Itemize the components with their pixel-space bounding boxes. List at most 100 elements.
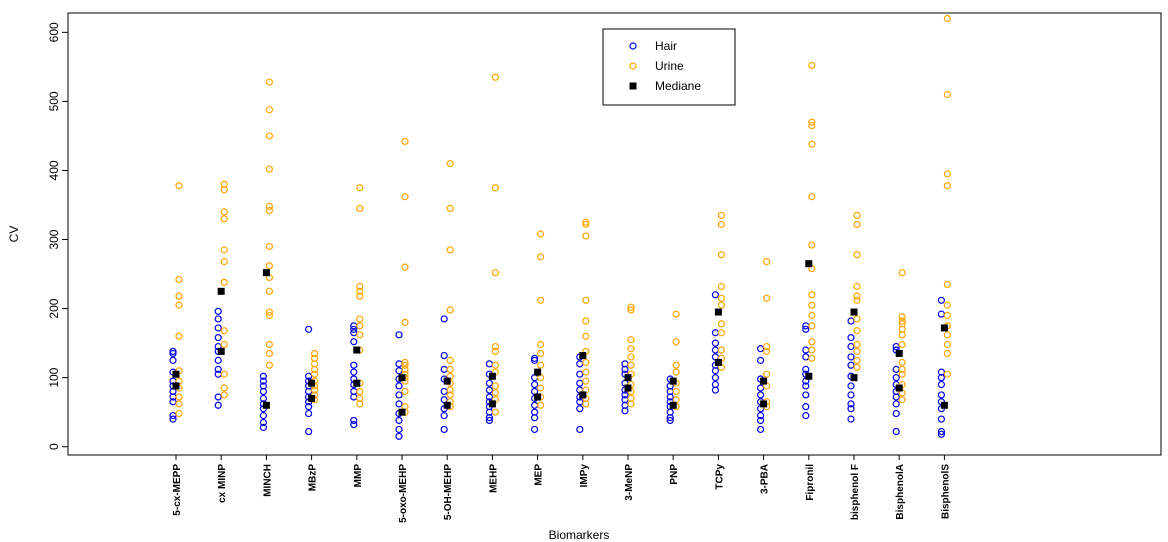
hair-point	[576, 425, 584, 434]
urine-point	[762, 342, 771, 351]
hair-point	[530, 356, 539, 364]
urine-point	[536, 361, 545, 369]
hair-point	[892, 342, 900, 351]
urine-point	[265, 311, 273, 320]
urine-point	[265, 287, 273, 295]
hair-point	[305, 372, 313, 380]
urine-point	[808, 354, 816, 362]
median-point	[579, 352, 587, 360]
urine-point	[175, 275, 183, 284]
urine-point	[808, 61, 816, 70]
urine-point	[582, 296, 590, 304]
urine-point	[356, 322, 364, 330]
hair-point	[621, 391, 629, 399]
hair-point	[802, 325, 810, 333]
hair-point	[350, 416, 358, 425]
median-point	[262, 401, 270, 409]
urine-point	[265, 349, 273, 358]
urine-point	[808, 322, 816, 330]
plot-frame	[67, 12, 1162, 456]
urine-point	[898, 269, 906, 277]
hair-point	[169, 412, 177, 420]
series-mediane	[172, 260, 948, 416]
median-point	[262, 269, 270, 277]
urine-point	[265, 132, 273, 140]
median-point	[850, 308, 858, 316]
legend-label-mediane: Mediane	[655, 79, 701, 93]
hair-point	[214, 393, 222, 401]
urine-point	[220, 278, 228, 286]
median-point	[308, 394, 316, 402]
hair-point	[440, 315, 448, 323]
urine-point	[853, 251, 861, 259]
x-tick-label: MEP	[534, 464, 545, 486]
urine-point	[943, 182, 952, 190]
hair-point	[259, 377, 267, 385]
median-point	[353, 379, 361, 387]
hair-point	[756, 345, 765, 353]
urine-point	[220, 258, 228, 266]
hair-point	[169, 398, 177, 406]
urine-point	[265, 262, 273, 270]
urine-point	[582, 218, 590, 226]
hair-point	[214, 324, 222, 332]
hair-point	[440, 387, 448, 396]
y-tick-label: 600	[47, 22, 61, 42]
hair-point	[711, 329, 720, 337]
urine-point	[265, 165, 273, 173]
hair-point	[847, 342, 855, 351]
hair-point	[937, 427, 946, 436]
urine-point	[627, 394, 635, 402]
urine-point	[672, 361, 680, 369]
urine-point	[311, 386, 319, 394]
median-point	[443, 401, 451, 409]
x-tick-label: BisphenolA	[895, 464, 906, 520]
x-tick-label: cx MINP	[217, 464, 228, 503]
hair-point	[214, 401, 222, 409]
urine-point	[265, 361, 273, 369]
hair-point	[305, 325, 313, 333]
urine-point	[401, 365, 409, 373]
y-tick-label: 0	[47, 443, 61, 450]
urine-point	[446, 306, 454, 314]
median-point	[669, 377, 677, 385]
urine-point	[582, 368, 590, 376]
hair-point	[259, 418, 267, 427]
urine-point	[265, 206, 273, 215]
urine-point	[717, 320, 726, 328]
urine-point	[446, 246, 454, 254]
hair-point	[937, 430, 946, 438]
series-urine	[175, 14, 952, 418]
urine-point	[943, 370, 952, 378]
hair-point	[169, 415, 177, 423]
urine-point	[627, 345, 635, 353]
urine-point	[808, 291, 816, 299]
urine-point	[853, 327, 861, 335]
hair-point	[892, 409, 900, 418]
urine-point	[943, 14, 952, 23]
hair-point	[711, 291, 720, 299]
median-point	[940, 324, 948, 332]
x-tick-label: BisphenolS	[940, 464, 951, 519]
urine-point	[943, 340, 952, 349]
urine-point	[627, 303, 635, 311]
median-point	[534, 368, 542, 376]
urine-point	[808, 241, 816, 249]
urine-point	[717, 220, 726, 228]
hair-point	[169, 356, 177, 364]
urine-point	[898, 317, 906, 325]
hair-point	[395, 367, 403, 375]
hair-point	[756, 425, 765, 434]
y-axis-title: CV	[7, 226, 21, 243]
hair-point	[530, 401, 539, 409]
urine-point	[582, 358, 590, 367]
urine-point	[808, 193, 816, 201]
median-point	[850, 374, 858, 382]
urine-point	[853, 211, 861, 219]
hair-point	[756, 356, 765, 364]
legend-swatch-hair	[629, 42, 637, 50]
hair-point	[395, 416, 403, 425]
urine-point	[717, 301, 726, 309]
hair-point	[305, 409, 313, 418]
median-point	[398, 374, 406, 382]
